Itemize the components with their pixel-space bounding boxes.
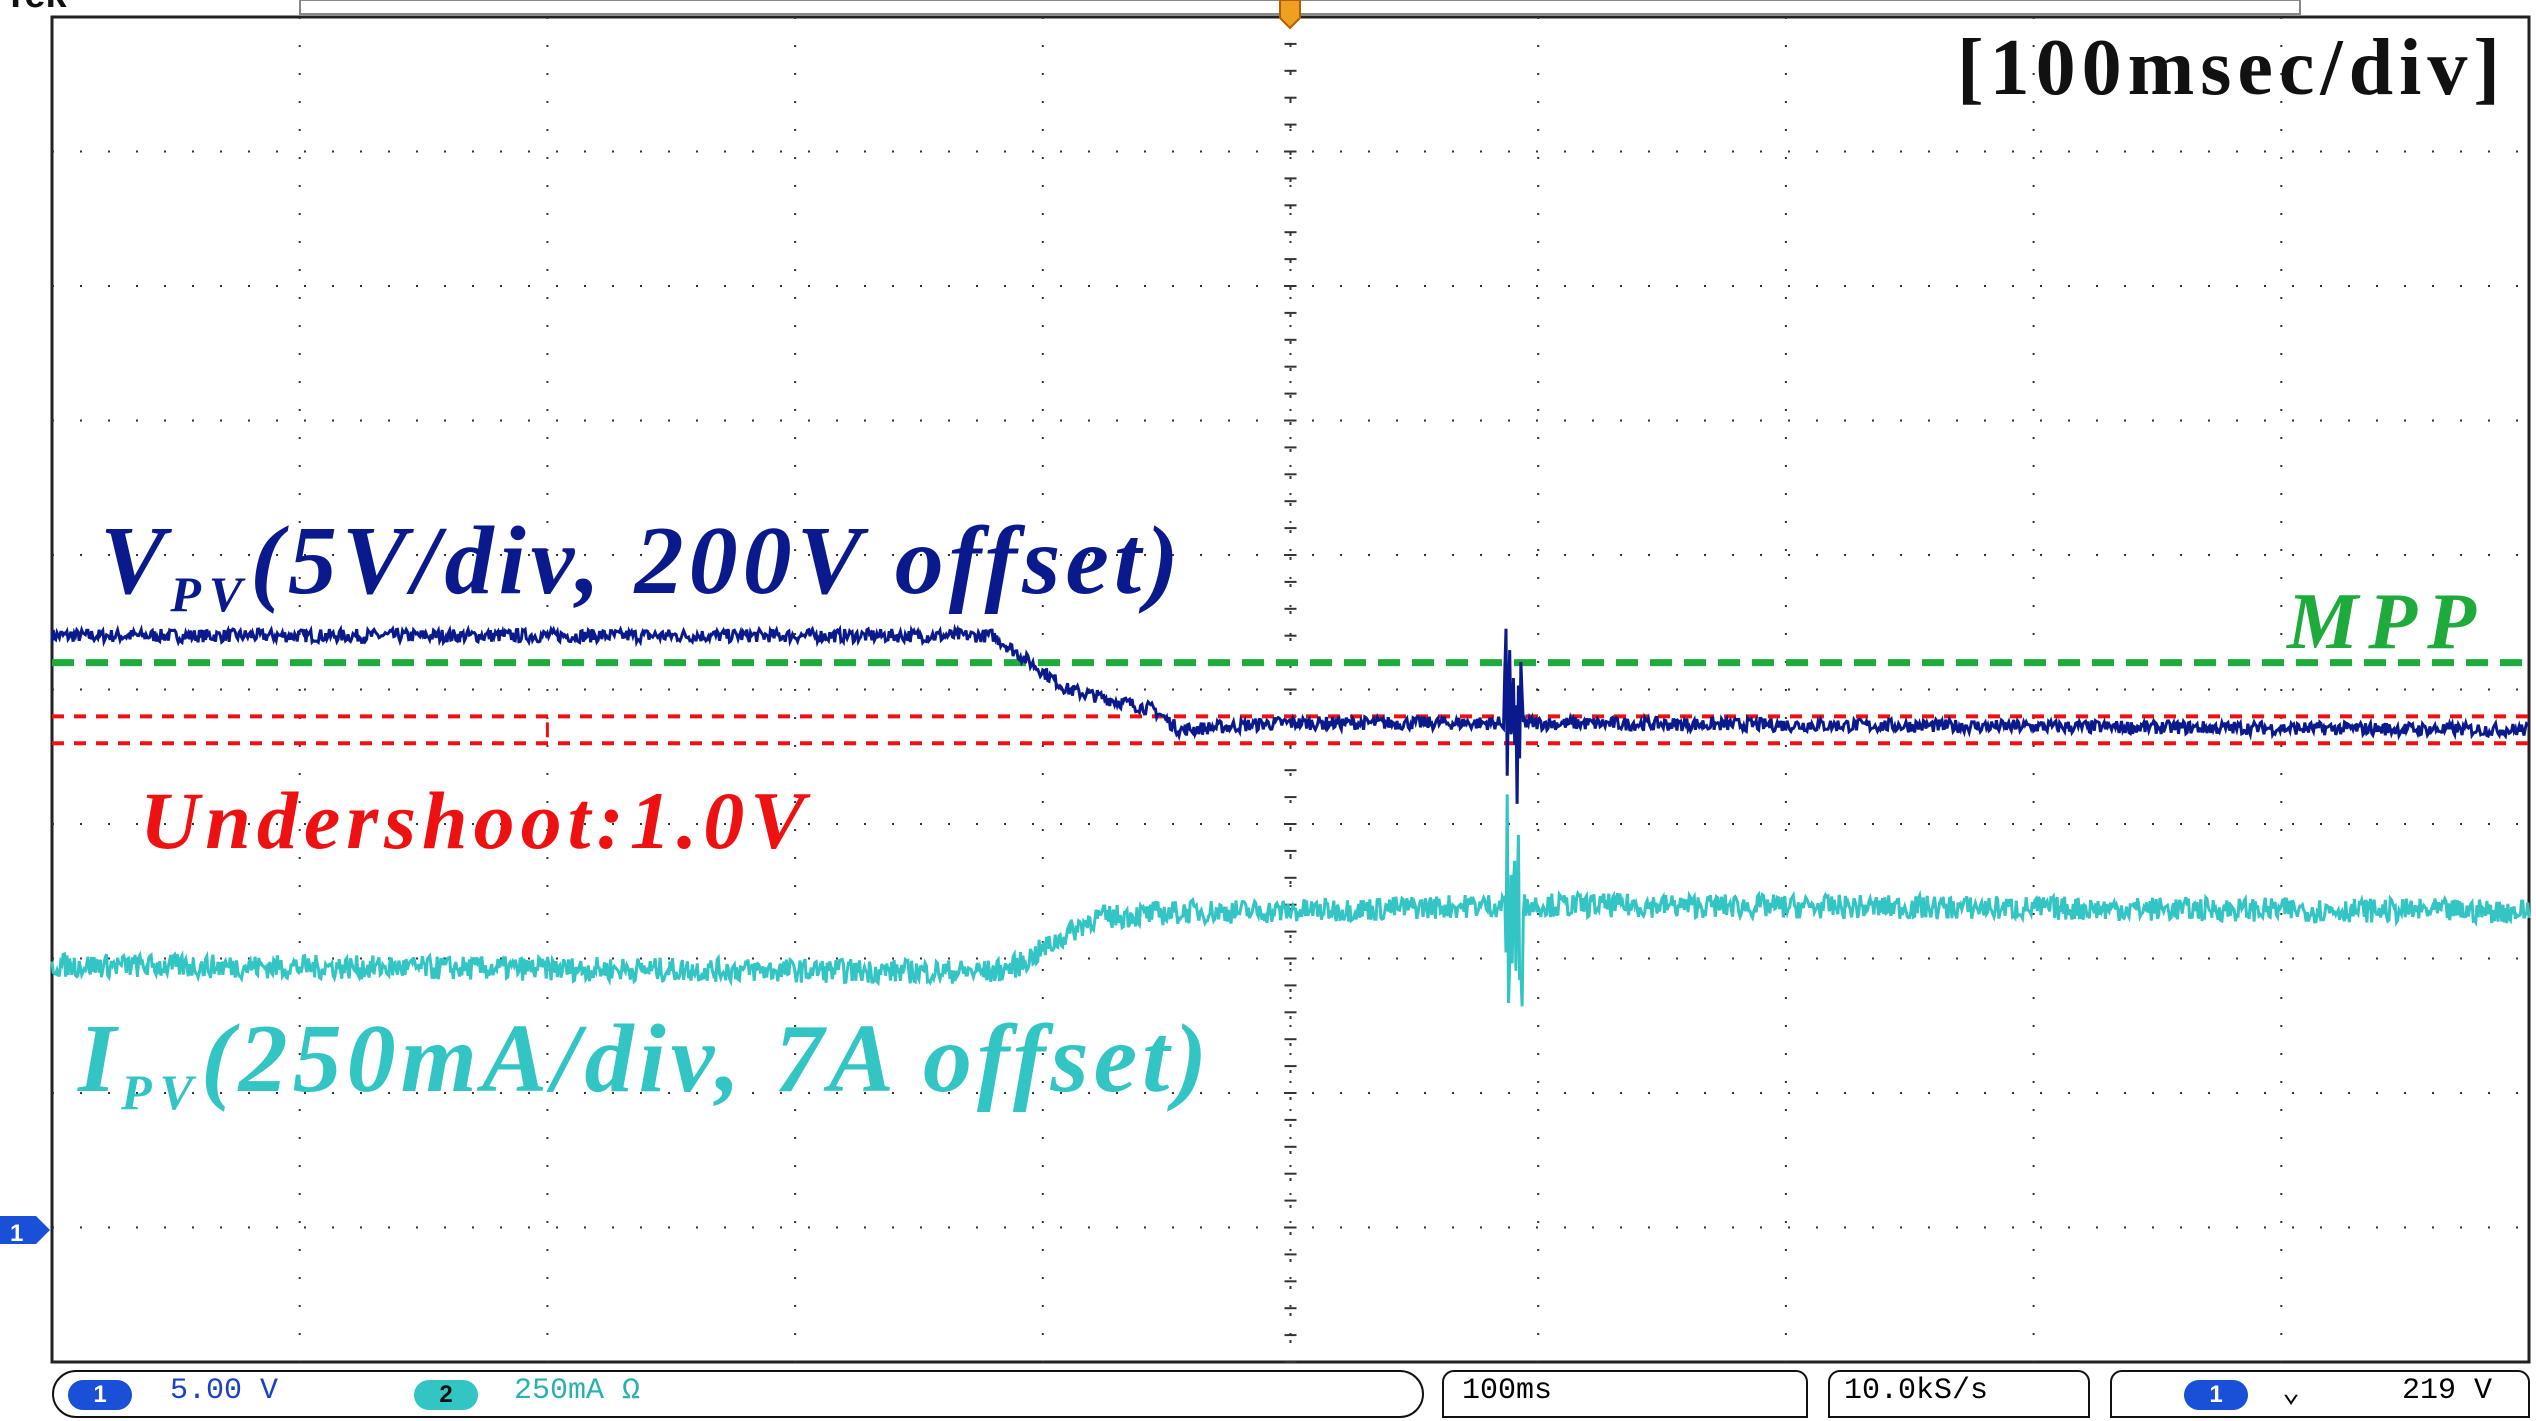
ch1-number: 1 — [93, 1381, 107, 1408]
reference-lines — [52, 659, 2529, 746]
ch2-number: 2 — [439, 1381, 453, 1408]
channel-scale-panel[interactable]: 1 5.00 V 2 250mA Ω — [52, 1370, 1424, 1418]
ipv-annotation-main: I — [78, 1005, 122, 1113]
vpv-annotation: VPV(5V/div, 200V offset) — [100, 512, 1184, 619]
vpv-annotation-main: V — [100, 507, 171, 615]
ipv-annotation: IPV(250mA/div, 7A offset) — [78, 1010, 1212, 1117]
ch2-scale: 250mA Ω — [514, 1374, 641, 1408]
ch1-ground-marker[interactable]: 1 — [0, 1216, 50, 1247]
ch1-pill[interactable]: 1 — [68, 1380, 132, 1410]
timebase-annotation: [100msec/div] — [1956, 24, 2506, 112]
trigger-position-marker[interactable] — [1279, 0, 1301, 30]
graticule-grid — [52, 16, 2529, 1363]
series-ipv-trace — [50, 794, 2531, 1007]
timebase-panel[interactable]: 100ms — [1442, 1370, 1808, 1418]
ch2-pill[interactable]: 2 — [414, 1380, 478, 1410]
vpv-annotation-sub: PV — [170, 566, 251, 622]
series-group — [50, 623, 2531, 1007]
series-vpv-trace — [50, 623, 2530, 804]
record-length: 10k 포인트 — [1844, 1406, 1999, 1416]
mpp-annotation: MPP — [2287, 578, 2486, 666]
undershoot-annotation: Undershoot:1.0V — [140, 775, 811, 866]
ipv-annotation-rest: (250mA/div, 7A offset) — [201, 1005, 1213, 1113]
sample-rate: 10.0kS/s — [1844, 1374, 1989, 1408]
acquisition-panel[interactable]: 10.0kS/s 10k 포인트 — [1828, 1370, 2090, 1418]
trigger-slope-icon: ⌄ — [2282, 1377, 2301, 1411]
vpv-annotation-rest: (5V/div, 200V offset) — [250, 507, 1184, 615]
ipv-annotation-sub: PV — [121, 1064, 202, 1120]
trigger-channel-pill[interactable]: 1 — [2184, 1380, 2248, 1410]
ch1-scale: 5.00 V — [170, 1374, 279, 1408]
trigger-level: 219 V — [2402, 1374, 2493, 1408]
trigger-channel: 1 — [2209, 1381, 2223, 1408]
trigger-panel[interactable]: 1 ⌄ 219 V — [2110, 1370, 2530, 1418]
brand-logo-text: Tek — [4, 0, 67, 17]
ch1-ground-marker-label: 1 — [10, 1220, 23, 1247]
timebase-value: 100ms — [1462, 1374, 1553, 1408]
